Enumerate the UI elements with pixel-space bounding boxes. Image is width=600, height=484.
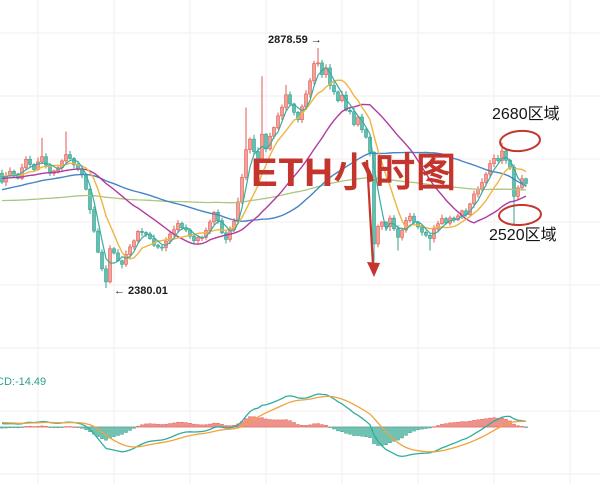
macd-line bbox=[1, 393, 527, 458]
down-arrow-shaft bbox=[365, 159, 375, 266]
resistance-zone-ellipse bbox=[499, 129, 541, 153]
ma-lines bbox=[1, 66, 527, 264]
ma-line-green bbox=[1, 176, 526, 204]
peak-price-label: 2878.59 → bbox=[268, 34, 322, 46]
ma-line-blue bbox=[1, 151, 527, 223]
macd-value-label: CD:-14.49 bbox=[0, 376, 47, 388]
chart-title: ETH小时图 bbox=[251, 151, 457, 195]
down-arrow-head bbox=[367, 262, 380, 277]
support-zone-ellipse bbox=[498, 203, 542, 227]
macd-panel bbox=[0, 393, 528, 458]
ma-line-yellow bbox=[1, 79, 527, 260]
red-annotations bbox=[365, 129, 542, 277]
support-zone-label: 2520区域 bbox=[489, 227, 557, 244]
low-price-label: ← 2380.01 bbox=[114, 285, 168, 297]
ma-line-teal bbox=[1, 66, 527, 264]
candles-layer bbox=[0, 48, 528, 288]
resistance-zone-label: 2680区域 bbox=[492, 106, 560, 123]
macd-signal-line bbox=[1, 395, 526, 453]
